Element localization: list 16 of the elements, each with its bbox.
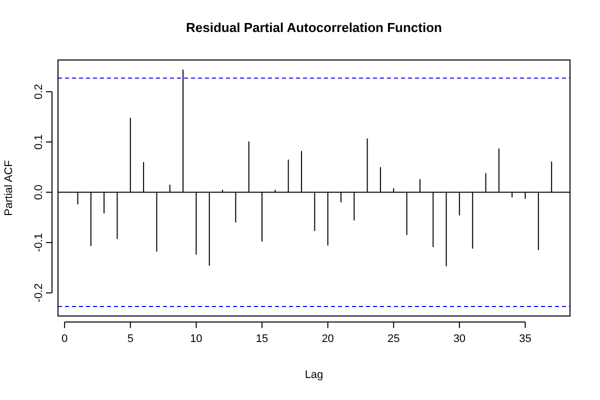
- chart-title: Residual Partial Autocorrelation Function: [186, 20, 442, 35]
- x-tick-label: 0: [62, 333, 68, 345]
- x-tick-label: 15: [256, 333, 268, 345]
- x-tick-label: 35: [519, 333, 532, 345]
- x-tick-label: 30: [453, 333, 466, 345]
- y-tick-label: 0.1: [33, 134, 45, 150]
- x-axis-title: Lag: [304, 369, 324, 381]
- y-axis-title: Partial ACF: [3, 160, 15, 216]
- x-tick-label: 20: [322, 333, 334, 345]
- y-tick-label: 0.2: [33, 84, 45, 100]
- x-tick-label: 5: [127, 333, 134, 345]
- x-tick-label: 10: [190, 333, 202, 345]
- x-tick-label: 25: [388, 333, 400, 345]
- y-tick-label: -0.1: [33, 233, 45, 252]
- y-tick-label: -0.2: [33, 283, 45, 302]
- y-tick-label: 0.0: [33, 184, 45, 200]
